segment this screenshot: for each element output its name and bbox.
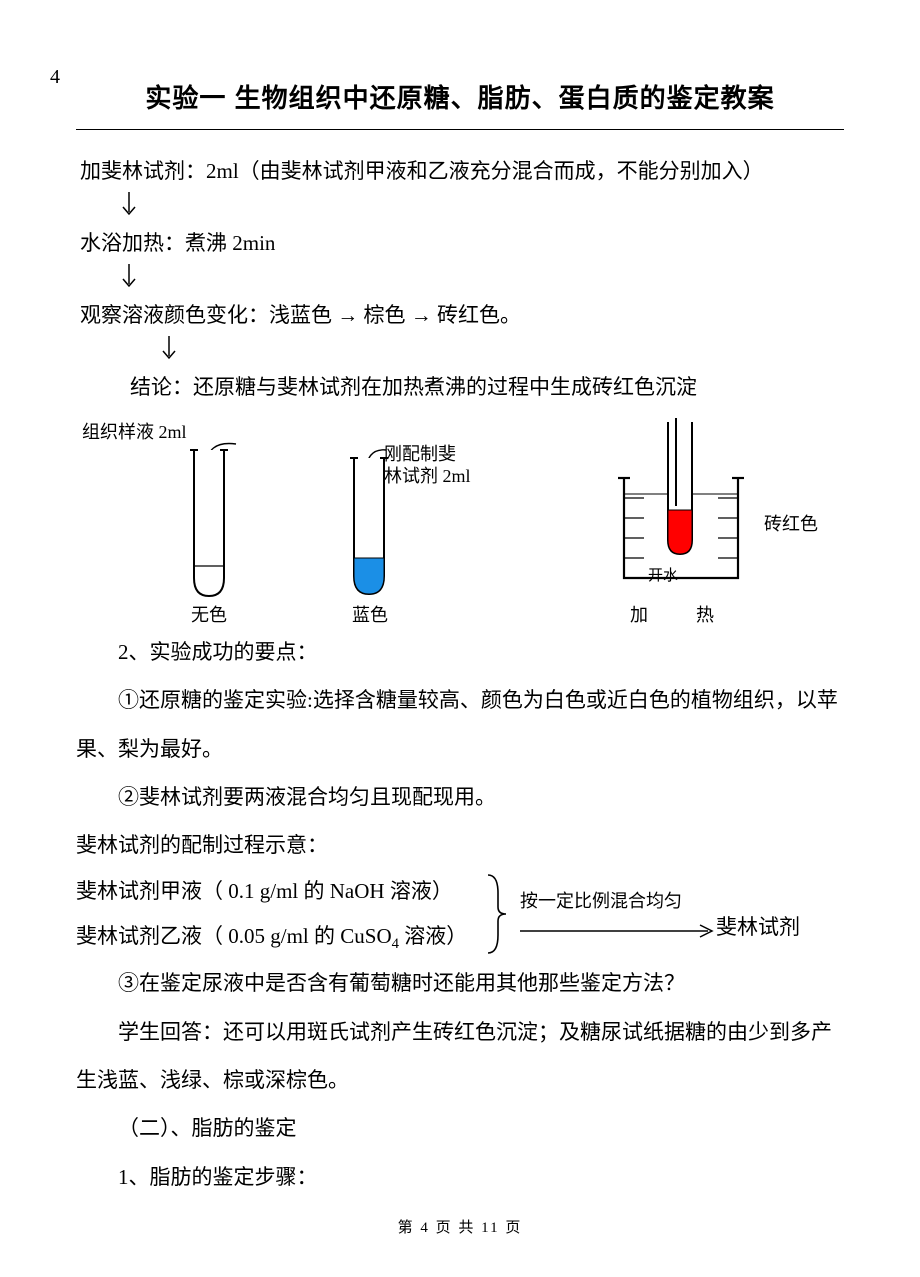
page-footer: 第 4 页 共 11 页	[0, 1216, 920, 1237]
step-1: 加斐林试剂：2ml（由斐林试剂甲液和乙液充分混合而成，不能分别加入）	[76, 150, 844, 192]
tube2-bottom-label: 蓝色	[352, 601, 388, 627]
arrow-down-icon	[120, 192, 844, 222]
body-text: 2、实验成功的要点： ①还原糖的鉴定实验:选择含糖量较高、颜色为白色或近白色的植…	[76, 628, 844, 1201]
section-2-step1: 1、脂肪的鉴定步骤：	[76, 1153, 844, 1201]
step-3: 观察溶液颜色变化：浅蓝色 → 棕色 → 砖红色。	[76, 294, 844, 336]
mix-arrow-block: 按一定比例混合均匀	[520, 881, 720, 938]
mix-line-b-pre: 斐林试剂乙液（ 0.05 g/ml 的 CuSO	[76, 924, 392, 948]
mix-line-b-post: 溶液）	[399, 924, 467, 948]
point2-heading: 2、实验成功的要点：	[76, 628, 844, 676]
tube1-top-label: 组织样液 2ml	[82, 418, 187, 444]
arrow-down-icon	[120, 264, 844, 294]
tube1-bottom-label: 无色	[191, 601, 227, 627]
student-answer: 学生回答：还可以用斑氏试剂产生砖红色沉淀；及糖尿试纸据糖的由少到多产生浅蓝、浅绿…	[76, 1008, 844, 1105]
point2-item3: ③在鉴定尿液中是否含有葡萄糖时还能用其他那些鉴定方法？	[76, 959, 844, 1007]
right-brace-icon	[484, 873, 508, 955]
arrow-right-icon	[520, 923, 720, 939]
point2-item1: ①还原糖的鉴定实验:选择含糖量较高、颜色为白色或近白色的植物组织，以苹果、梨为最…	[76, 676, 844, 773]
test-tube-2-icon	[346, 448, 406, 613]
beaker-bottom-label: 加 热	[630, 601, 718, 627]
mix-diagram: 斐林试剂甲液（ 0.1 g/ml 的 NaOH 溶液） 斐林试剂乙液（ 0.05…	[76, 869, 844, 959]
mix-arrow-label: 按一定比例混合均匀	[520, 891, 682, 911]
mix-line-a: 斐林试剂甲液（ 0.1 g/ml 的 NaOH 溶液）	[76, 869, 467, 913]
point2-item2: ②斐林试剂要两液混合均匀且现配现用。	[76, 773, 844, 821]
step-2: 水浴加热：煮沸 2min	[76, 222, 844, 264]
beaker-right-label: 砖红色	[764, 510, 818, 536]
beaker-inside-label: 开水	[648, 564, 678, 585]
mix-title: 斐林试剂的配制过程示意：	[76, 821, 844, 869]
mix-line-b-sub: 4	[392, 936, 399, 952]
apparatus-diagram: 组织样液 2ml 无色 刚配制斐 林试剂 2ml	[76, 418, 844, 628]
beaker-icon	[606, 418, 766, 603]
mix-line-b: 斐林试剂乙液（ 0.05 g/ml 的 CuSO4 溶液）	[76, 914, 467, 960]
page-corner-number: 4	[50, 66, 60, 89]
mix-result: 斐林试剂	[716, 903, 800, 951]
title-rule	[76, 129, 844, 130]
test-tube-1-icon	[176, 438, 266, 613]
page-title: 实验一 生物组织中还原糖、脂肪、蛋白质的鉴定教案	[76, 78, 844, 115]
arrow-down-icon	[160, 336, 844, 366]
mix-left-block: 斐林试剂甲液（ 0.1 g/ml 的 NaOH 溶液） 斐林试剂乙液（ 0.05…	[76, 869, 467, 959]
step-conclusion: 结论：还原糖与斐林试剂在加热煮沸的过程中生成砖红色沉淀	[76, 366, 844, 408]
procedure-flow: 加斐林试剂：2ml（由斐林试剂甲液和乙液充分混合而成，不能分别加入） 水浴加热：…	[76, 150, 844, 408]
page: 4 实验一 生物组织中还原糖、脂肪、蛋白质的鉴定教案 加斐林试剂：2ml（由斐林…	[0, 0, 920, 1277]
section-2-heading: （二）、脂肪的鉴定	[76, 1104, 844, 1152]
